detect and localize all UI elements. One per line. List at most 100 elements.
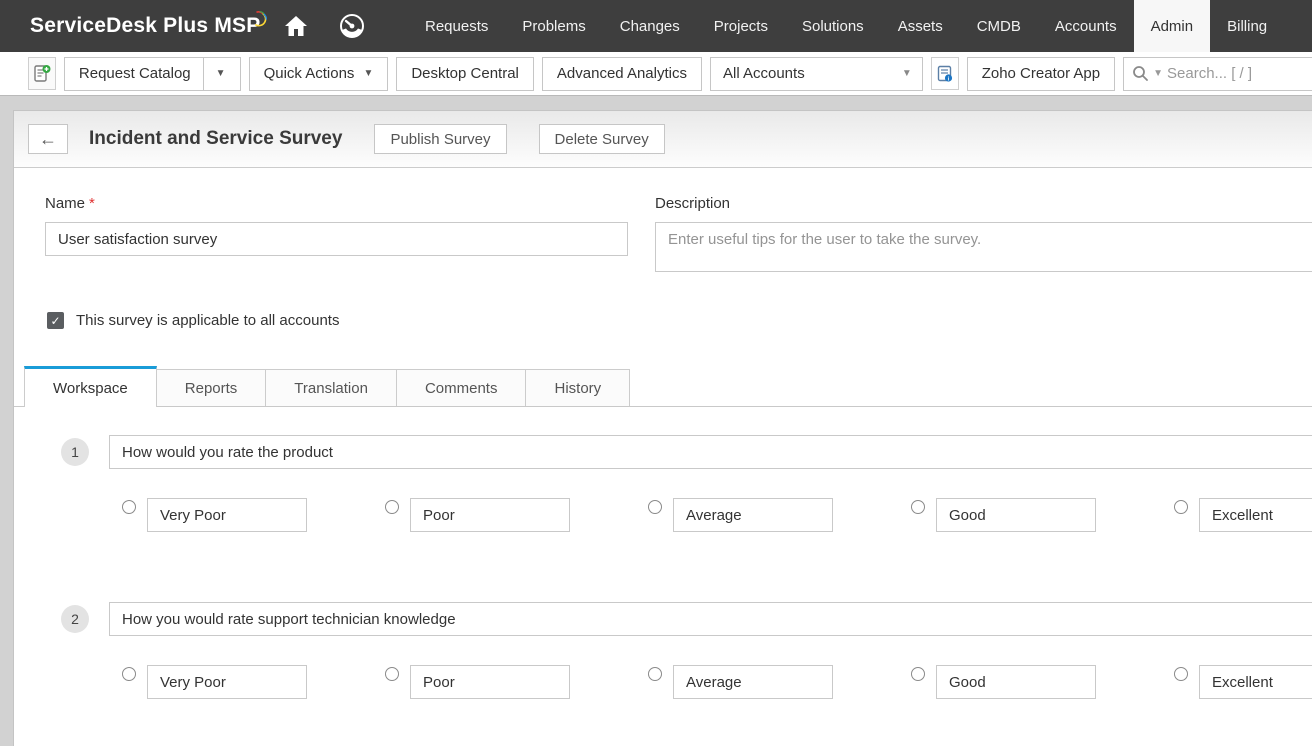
home-icon[interactable] [268,0,324,52]
nav-item-changes[interactable]: Changes [619,17,680,35]
search-icon [1133,66,1149,81]
nav-item-cmdb[interactable]: CMDB [976,17,1021,35]
survey-header: ← Incident and Service Survey Publish Su… [14,111,1312,168]
all-accounts-checkbox-row[interactable]: ✓ This survey is applicable to all accou… [47,312,1312,329]
top-nav-bar: ServiceDesk Plus MSP Requests Problems C… [0,0,1312,52]
question-number-badge: 1 [61,438,89,466]
toolbar: Request Catalog ▼ Quick Actions ▼ Deskto… [0,52,1312,96]
question-number-badge: 2 [61,605,89,633]
tab-workspace[interactable]: Workspace [24,366,157,407]
chevron-down-icon: ▼ [215,68,226,79]
desktop-central-button[interactable]: Desktop Central [396,56,534,91]
option-text-input[interactable] [1199,665,1312,699]
option-average[interactable] [648,498,911,532]
chevron-down-icon: ▼ [901,68,912,79]
required-asterisk: * [89,195,95,212]
survey-meta-form: Name* Description [45,195,1312,277]
option-excellent[interactable] [1174,665,1312,699]
tab-reports[interactable]: Reports [155,369,267,406]
survey-question-2: 2 [14,602,1312,699]
global-search[interactable]: ▼ [1123,56,1312,91]
radio-button[interactable] [648,667,662,681]
survey-tabs: Workspace Reports Translation Comments H… [14,366,1312,407]
chevron-down-icon: ▼ [363,68,374,79]
nav-item-projects[interactable]: Projects [713,17,768,35]
name-field-group: Name * [45,195,628,277]
tab-history[interactable]: History [525,369,631,406]
account-details-icon[interactable]: i [930,57,959,90]
survey-name-input[interactable] [45,222,628,256]
tab-translation[interactable]: Translation [265,369,397,406]
request-catalog-label: Request Catalog [78,65,191,82]
question-options-row [122,498,1312,532]
option-good[interactable] [911,665,1174,699]
option-text-input[interactable] [410,498,570,532]
search-input[interactable] [1167,65,1312,82]
nav-item-assets[interactable]: Assets [897,17,943,35]
nav-item-requests[interactable]: Requests [425,17,489,35]
option-text-input[interactable] [936,498,1096,532]
tab-comments[interactable]: Comments [395,369,527,406]
servicedesk-logo[interactable]: ServiceDesk Plus MSP [0,0,268,52]
option-text-input[interactable] [1199,498,1312,532]
description-field-group: Description [655,195,1312,277]
nav-item-problems[interactable]: Problems [522,17,586,35]
radio-button[interactable] [911,667,925,681]
main-menu: Requests Problems Changes Projects Solut… [408,0,1312,52]
radio-button[interactable] [1174,667,1188,681]
survey-detail-panel: ← Incident and Service Survey Publish Su… [13,110,1312,746]
request-catalog-button[interactable]: Request Catalog ▼ [63,56,241,91]
option-poor[interactable] [385,498,648,532]
option-excellent[interactable] [1174,498,1312,532]
nav-item-solutions[interactable]: Solutions [801,17,864,35]
question-text-input[interactable] [109,602,1312,636]
survey-description-input[interactable] [655,222,1312,272]
dashboard-gauge-icon[interactable] [324,0,380,52]
svg-text:i: i [947,76,949,82]
nav-item-admin[interactable]: Admin [1133,0,1211,52]
option-very-poor[interactable] [122,665,385,699]
nav-item-accounts[interactable]: Accounts [1054,17,1117,35]
option-text-input[interactable] [673,498,833,532]
option-text-input[interactable] [147,498,307,532]
radio-button[interactable] [1174,500,1188,514]
radio-button[interactable] [385,667,399,681]
back-button[interactable]: ← [28,124,68,154]
option-text-input[interactable] [936,665,1096,699]
new-request-icon[interactable] [28,57,56,90]
request-catalog-caret[interactable]: ▼ [202,57,226,90]
radio-button[interactable] [911,500,925,514]
option-text-input[interactable] [410,665,570,699]
option-text-input[interactable] [147,665,307,699]
nav-item-billing[interactable]: Billing [1227,17,1268,35]
logo-text: ServiceDesk Plus MSP [30,14,261,37]
advanced-analytics-button[interactable]: Advanced Analytics [541,56,702,91]
option-good[interactable] [911,498,1174,532]
option-average[interactable] [648,665,911,699]
option-text-input[interactable] [673,665,833,699]
radio-button[interactable] [648,500,662,514]
back-arrow-icon: ← [39,128,57,149]
description-label: Description [655,195,731,212]
publish-survey-button[interactable]: Publish Survey [374,124,507,154]
delete-survey-button[interactable]: Delete Survey [538,124,665,154]
survey-question-1: 1 [14,435,1312,532]
page-title: Incident and Service Survey [89,128,343,149]
all-accounts-checkbox[interactable]: ✓ [47,312,64,329]
zoho-creator-app-button[interactable]: Zoho Creator App [966,56,1116,91]
option-very-poor[interactable] [122,498,385,532]
quick-actions-button[interactable]: Quick Actions ▼ [248,56,389,91]
radio-button[interactable] [385,500,399,514]
all-accounts-checkbox-label: This survey is applicable to all account… [76,312,340,329]
accounts-select[interactable]: All Accounts ▼ [709,56,923,91]
radio-button[interactable] [122,667,136,681]
search-scope-caret-icon[interactable]: ▼ [1153,68,1164,79]
question-text-input[interactable] [109,435,1312,469]
name-label: Name * [45,195,95,212]
logo-swoosh-icon [255,10,268,27]
option-poor[interactable] [385,665,648,699]
accounts-selected-value: All Accounts [722,65,805,82]
quick-actions-label: Quick Actions [263,65,355,82]
question-options-row [122,665,1312,699]
radio-button[interactable] [122,500,136,514]
